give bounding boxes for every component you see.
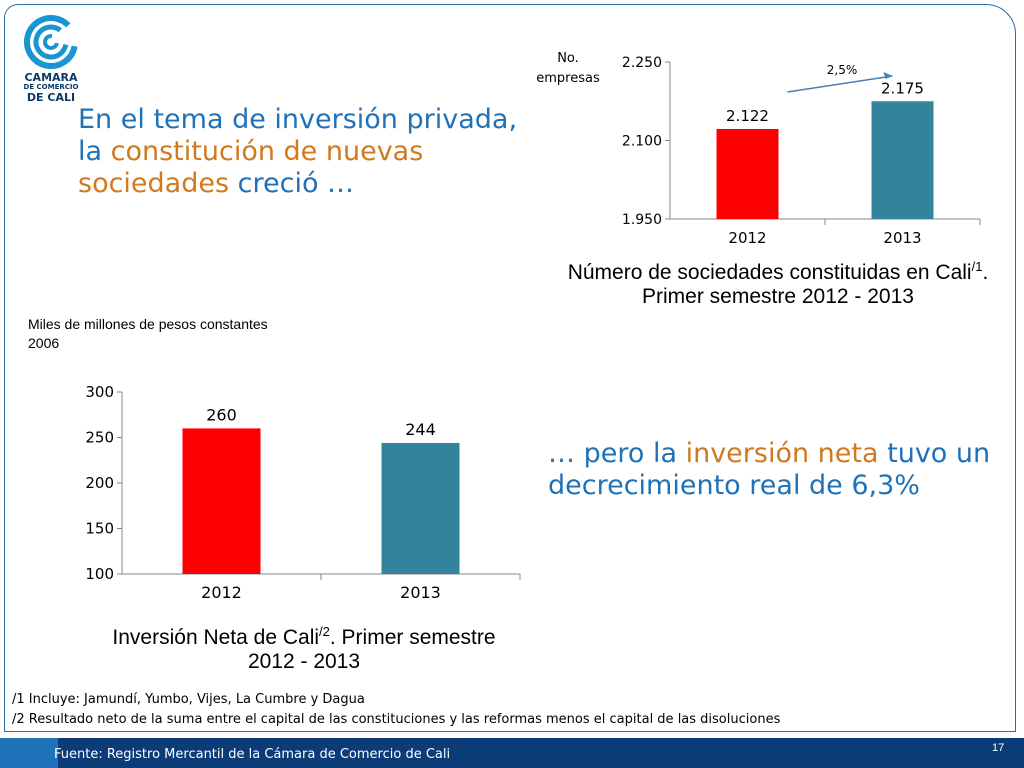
logo-rings-icon xyxy=(24,15,78,69)
chart1-bar-2012 xyxy=(716,128,779,219)
chart1-ytick-label: 2.250 xyxy=(622,55,662,71)
headline-inversion: En el tema de inversión privada, la cons… xyxy=(78,104,518,200)
chart1-value-label: 2.122 xyxy=(726,107,769,125)
footer-source: Fuente: Registro Mercantil de la Cámara … xyxy=(54,747,451,762)
chart2-ytick-label: 100 xyxy=(85,565,114,583)
page-number: 17 xyxy=(992,742,1005,754)
chart1-bar-2013 xyxy=(871,101,934,219)
logo-text-de-cali: DE CALI xyxy=(26,91,76,104)
chart1-annotation-label: 2,5% xyxy=(827,63,858,77)
footnote-1: /1 Incluye: Jamundí, Yumbo, Vijes, La Cu… xyxy=(12,692,365,707)
footer-bar: Fuente: Registro Mercantil de la Cámara … xyxy=(0,738,1024,768)
camara-comercio-logo: CAMARA DE COMERCIO DE CALI xyxy=(18,14,84,106)
chart2-category-label: 2013 xyxy=(400,583,441,602)
footnote-2: /2 Resultado neto de la suma entre el ca… xyxy=(12,712,781,727)
chart1-value-label: 2.175 xyxy=(881,79,924,97)
chart2-ytick-label: 300 xyxy=(85,383,114,401)
headline-decrecimiento: … pero la inversión neta tuvo un decreci… xyxy=(548,438,1008,502)
chart2-caption-text-end: . Primer semestre 2012 - 2013 xyxy=(247,626,496,673)
chart-inversion-neta: 100 150 200 250 300 260 2012 244 2013 xyxy=(85,383,521,602)
chart1-annotation-arrow xyxy=(787,75,893,93)
chart1-category-label: 2012 xyxy=(728,229,766,247)
footnotes: /1 Incluye: Jamundí, Yumbo, Vijes, La Cu… xyxy=(12,690,780,730)
chart1-arrowhead-icon xyxy=(883,72,893,79)
chart2-units: Miles de millones de pesos constantes 20… xyxy=(28,316,268,351)
chart2-value-label: 244 xyxy=(405,420,436,439)
headline-highlight: constitución de nuevas sociedades xyxy=(78,136,424,199)
headline-text-end: creció … xyxy=(229,168,355,199)
chart2-value-label: 260 xyxy=(206,405,237,424)
chart2-caption: Inversión Neta de Cali/2. Primer semestr… xyxy=(104,620,504,674)
footer-accent xyxy=(0,738,58,768)
chart2-caption-text: Inversión Neta de Cali xyxy=(112,626,320,649)
chart1-ylabel-line1: No. xyxy=(557,51,579,66)
chart1-ytick-label: 2.100 xyxy=(622,134,662,150)
chart1-caption-sup: /1 xyxy=(971,259,983,274)
chart-sociedades: 1.950 2.100 2.250 2.122 2012 2.175 2013 No. empr… xyxy=(536,51,981,247)
chart2-bar-2012 xyxy=(182,428,261,574)
logo-text-de-comercio: DE COMERCIO xyxy=(23,83,79,91)
chart1-ytick-label: 1.950 xyxy=(622,212,662,228)
logo-text-camara: CAMARA xyxy=(24,71,78,84)
headline-text: En el tema de inversión privada, la xyxy=(78,104,518,167)
chart1-ylabel-line2: empresas xyxy=(536,71,600,86)
chart2-ytick-label: 250 xyxy=(85,429,114,447)
chart2-caption-sup: /2 xyxy=(319,624,330,639)
chart2-category-label: 2012 xyxy=(201,583,242,602)
chart1-category-label: 2013 xyxy=(883,229,921,247)
chart1-caption: Número de sociedades constituidas en Cal… xyxy=(548,255,1008,309)
headline2-text-end: tuvo un decrecimiento real de 6,3% xyxy=(548,438,991,501)
slide-frame xyxy=(4,4,1016,732)
chart2-ytick-label: 150 xyxy=(85,520,114,538)
chart1-caption-text: Número de sociedades constituidas en Cal… xyxy=(567,261,972,284)
chart2-ytick-label: 200 xyxy=(85,474,114,492)
chart2-bar-2013 xyxy=(381,442,460,574)
headline2-highlight: inversión neta xyxy=(685,438,879,469)
headline2-text: … pero la xyxy=(548,438,686,469)
chart1-caption-text-end: . Primer semestre 2012 - 2013 xyxy=(642,261,989,308)
